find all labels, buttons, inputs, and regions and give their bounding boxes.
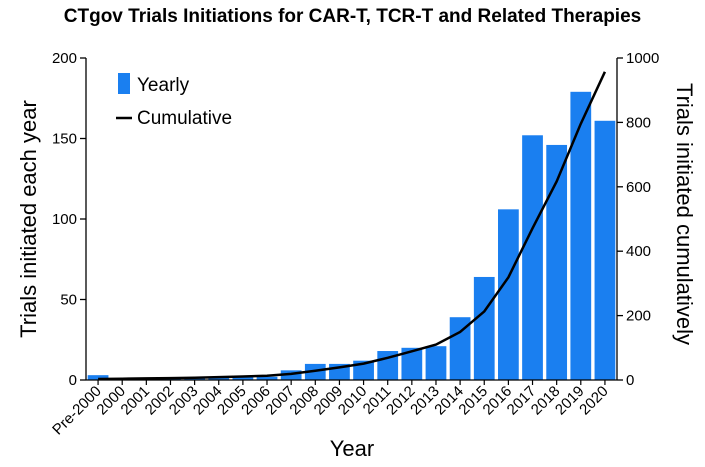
- bar: [184, 378, 205, 380]
- bar: [594, 120, 616, 380]
- y-tick-label: 0: [69, 372, 77, 389]
- bar: [232, 376, 254, 380]
- y-tick-label: 100: [52, 211, 77, 228]
- bar: [522, 135, 543, 380]
- bar: [208, 376, 230, 380]
- bar: [425, 346, 447, 380]
- bar: [87, 375, 109, 380]
- cumulative-line: [98, 71, 607, 381]
- y-axis-title: Trials initiated each year: [16, 100, 41, 338]
- y2-tick-label: 800: [626, 114, 651, 131]
- y2-tick-label: 1000: [626, 50, 659, 67]
- y2-tick-label: 400: [626, 243, 651, 260]
- bar: [498, 209, 519, 380]
- legend-label-yearly: Yearly: [137, 75, 190, 96]
- legend-label-cumulative: Cumulative: [137, 108, 232, 129]
- bar: [570, 91, 592, 380]
- y-tick-label: 150: [52, 131, 77, 148]
- chart-title: CTgov Trials Initiations for CAR-T, TCR-…: [63, 6, 642, 27]
- bar: [401, 347, 423, 380]
- y2-axis-title: Trials initiated cumulatively: [672, 83, 697, 345]
- y2-tick-label: 600: [626, 179, 651, 196]
- bar: [449, 317, 471, 380]
- y2-tick-label: 200: [626, 308, 651, 325]
- x-tick-label: 2020: [576, 383, 612, 419]
- legend-swatch-yearly: [118, 73, 130, 94]
- legend: Yearly Cumulative: [116, 73, 232, 129]
- y-tick-label: 50: [60, 292, 77, 309]
- bars-layer: [87, 91, 616, 380]
- y2-tick-label: 0: [626, 372, 634, 389]
- bar: [256, 376, 278, 380]
- bar: [280, 370, 302, 380]
- bar: [546, 144, 568, 380]
- x-axis-title: Year: [330, 436, 374, 461]
- y-tick-label: 200: [52, 50, 77, 67]
- bar: [473, 276, 495, 380]
